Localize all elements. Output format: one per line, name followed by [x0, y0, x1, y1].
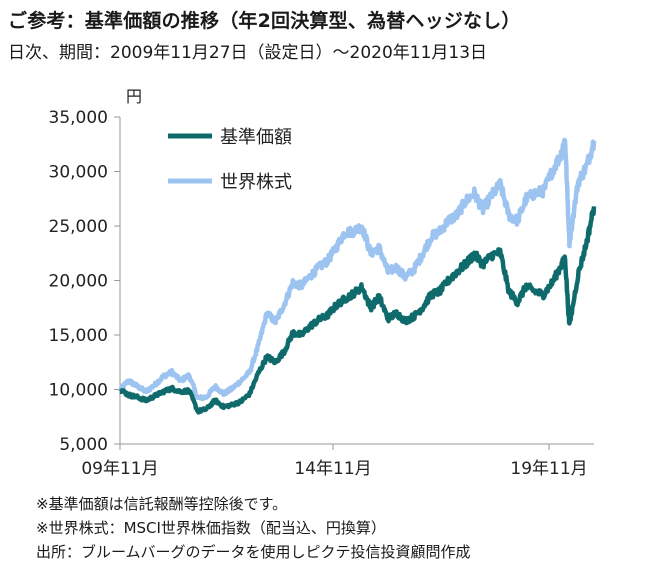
legend-label: 基準価額 [220, 127, 292, 148]
x-tick-label: 19年11月 [510, 459, 587, 479]
legend-label: 世界株式 [220, 172, 292, 193]
x-tick-label: 09年11月 [81, 459, 158, 479]
y-tick-label: 5,000 [59, 435, 108, 455]
y-tick-label: 15,000 [49, 326, 108, 346]
footnote-source: 出所：ブルームバーグのデータを使用しピクテ投信投資顧問作成 [36, 543, 471, 561]
y-tick-label: 10,000 [49, 381, 108, 401]
series-line-world-equity [118, 137, 597, 402]
y-axis-label: 円 [126, 87, 142, 106]
chart-axes: 5,000 10,000 15,000 20,000 25,000 30,000 35,00… [49, 87, 594, 479]
series-line-nav [118, 206, 597, 415]
page-title: ご参考：基準価額の推移（年2回決算型、為替ヘッジなし） [8, 10, 521, 32]
footnote-index: ※世界株式：MSCI世界株価指数（配当込、円換算） [36, 519, 386, 537]
y-tick-label: 35,000 [49, 108, 108, 128]
footnote-fee: ※基準価額は信託報酬等控除後です。 [36, 495, 288, 513]
footnotes: ※基準価額は信託報酬等控除後です。 ※世界株式：MSCI世界株価指数（配当込、円… [36, 492, 471, 564]
page-subtitle: 日次、期間：2009年11月27日（設定日）～2020年11月13日 [8, 43, 488, 63]
x-tick-label: 14年11月 [294, 459, 371, 479]
y-tick-label: 30,000 [49, 163, 108, 183]
y-tick-label: 20,000 [49, 272, 108, 292]
y-tick-label: 25,000 [49, 217, 108, 237]
chart-series [118, 137, 597, 415]
